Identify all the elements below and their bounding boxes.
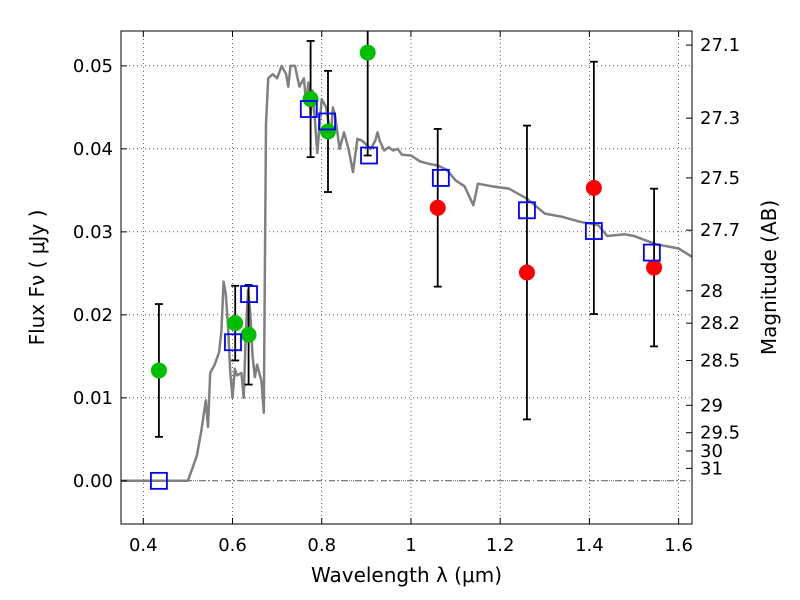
observed-point <box>302 91 319 108</box>
y-tick-label: 0.05 <box>73 56 113 77</box>
y-tick-label: 0.04 <box>73 139 113 160</box>
observed-point <box>429 199 446 216</box>
model-photometry-square <box>150 471 168 490</box>
x-axis-label: Wavelength λ (μm) <box>311 563 502 587</box>
x-tick-label: 0.4 <box>129 535 158 556</box>
right-tick-label: 30 <box>700 441 723 462</box>
observed-point <box>240 326 257 343</box>
model-photometry-square <box>240 285 258 303</box>
observed-point <box>359 44 376 61</box>
right-axis-label: Magnitude (AB) <box>757 200 781 355</box>
model-photometry-square <box>431 169 450 187</box>
right-tick-label: 27.1 <box>700 35 740 56</box>
model-photometry-square <box>299 100 318 118</box>
model-photometry-square <box>224 333 242 352</box>
y-tick-label: 0.00 <box>73 471 113 492</box>
observed-point <box>585 179 602 196</box>
plot-frame <box>120 30 693 525</box>
x-tick-label: 1.6 <box>664 535 693 556</box>
right-tick-label: 28 <box>700 281 723 302</box>
right-tick-label: 29 <box>700 395 723 416</box>
x-tick-label: 1.4 <box>575 535 604 556</box>
data-points <box>150 44 663 490</box>
model-photometry-square <box>518 201 536 220</box>
x-tick-label: 1.2 <box>486 535 515 556</box>
model-photometry-square <box>360 146 378 165</box>
x-tick-label: 0.8 <box>307 535 336 556</box>
right-tick-label: 31 <box>700 458 723 479</box>
observed-point <box>227 315 244 332</box>
right-tick-label: 29.5 <box>700 423 740 444</box>
right-tick-label: 28.5 <box>700 350 740 371</box>
y-axis-label: Flux Fν ( μJy ) <box>25 210 49 346</box>
right-tick-label: 27.7 <box>700 220 740 241</box>
grid-lines <box>121 31 692 524</box>
observed-point <box>319 123 336 140</box>
x-tick-label: 1 <box>405 535 416 556</box>
y-tick-label: 0.02 <box>73 305 113 326</box>
right-tick-label: 28.2 <box>700 313 740 334</box>
observed-point <box>150 362 167 379</box>
model-sed-line <box>121 64 693 483</box>
right-tick-label: 27.3 <box>700 108 740 129</box>
model-photometry-square <box>584 222 603 240</box>
sed-curve <box>121 64 693 483</box>
y-tick-label: 0.03 <box>73 222 113 243</box>
observed-point <box>646 259 663 276</box>
model-photometry-square <box>642 243 661 262</box>
x-tick-label: 0.6 <box>218 535 247 556</box>
model-photometry-square <box>318 112 336 131</box>
y-tick-label: 0.01 <box>73 388 113 409</box>
right-tick-label: 27.5 <box>700 168 740 189</box>
axis-ticks: 0.4 0.6 0.8 1 1.2 1.4 1.6 0.00 0.01 0.02 0.03 0.04 0… <box>73 31 740 556</box>
observed-point <box>518 264 535 281</box>
